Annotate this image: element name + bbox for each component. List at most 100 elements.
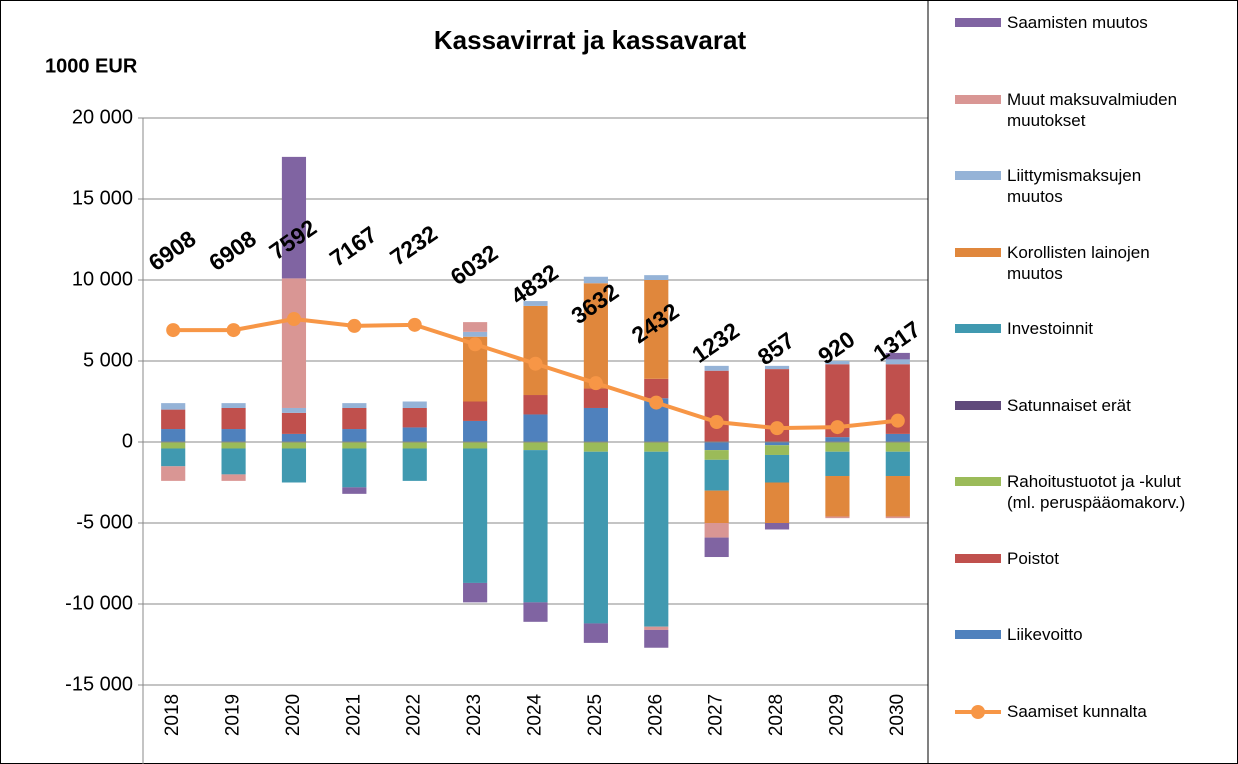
bar-segment — [402, 401, 427, 408]
legend-item: Korollisten lainojen muutos — [955, 242, 1235, 284]
line-marker — [347, 318, 362, 333]
bar-segment — [281, 407, 307, 413]
x-tick-label: 2018 — [162, 694, 183, 736]
bar-segment — [402, 427, 427, 442]
x-tick-label: 2027 — [706, 694, 727, 736]
legend-item: Poistot — [955, 548, 1235, 569]
y-tick-label: 0 — [122, 430, 133, 452]
bar-segment — [281, 448, 307, 483]
bar-segment — [342, 407, 367, 430]
bar-segment — [583, 442, 608, 452]
line-marker — [830, 420, 845, 435]
bar-segment — [704, 442, 729, 451]
bar-segment — [885, 451, 910, 477]
bar-segment — [281, 433, 307, 442]
bar-segment — [825, 442, 850, 452]
x-tick-label: 2020 — [283, 694, 304, 736]
line-marker — [468, 337, 483, 352]
bar-segment — [644, 378, 669, 399]
legend-swatch — [955, 324, 1001, 333]
legend-swatch — [955, 477, 1001, 486]
bar-segment — [463, 448, 488, 583]
bar-segment — [825, 476, 850, 517]
bar-segment — [463, 420, 488, 442]
x-tick-label: 2026 — [645, 694, 666, 736]
legend-label: Rahoitustuotot ja -kulut (ml. peruspääom… — [1007, 472, 1186, 512]
bar-segment — [583, 623, 608, 643]
legend-swatch — [955, 171, 1001, 180]
y-tick-label: -15 000 — [65, 673, 133, 695]
bar-segment — [704, 523, 729, 538]
x-tick-label: 2021 — [343, 694, 364, 736]
legend-item: Satunnaiset erät — [955, 395, 1235, 416]
legend-label: Liikevoitto — [1007, 625, 1083, 644]
bar-segment — [583, 407, 608, 442]
legend-swatch — [955, 630, 1001, 639]
bar-segment — [221, 403, 246, 408]
line-marker — [890, 413, 905, 428]
x-tick-label: 2029 — [826, 694, 847, 736]
bar-segment — [644, 626, 669, 630]
legend-label: Saamiset kunnalta — [1007, 701, 1147, 721]
bar-segment — [463, 401, 488, 421]
bar-segment — [161, 442, 186, 449]
bar-segment — [221, 429, 246, 442]
line-marker — [528, 356, 543, 371]
bar-segment — [281, 442, 307, 449]
legend-label: Muut maksuvalmiuden muutokset — [1007, 89, 1178, 130]
bar-segment — [402, 448, 427, 481]
bar-segment — [885, 352, 910, 360]
bar-segment — [583, 276, 608, 284]
line-marker — [588, 376, 603, 391]
line-marker — [286, 312, 301, 327]
bar-segment — [523, 305, 548, 396]
line-marker — [407, 317, 422, 332]
legend-item: Muut maksuvalmiuden muutokset — [955, 89, 1235, 131]
bar-segment — [463, 331, 488, 337]
bar-segment — [583, 388, 608, 408]
legend-item: Rahoitustuotot ja -kulut (ml. peruspääom… — [955, 471, 1235, 513]
y-tick-label: -10 000 — [65, 592, 133, 614]
bar-segment — [825, 451, 850, 477]
bar-segment — [764, 365, 790, 370]
bar-segment — [281, 412, 307, 434]
bar-segment — [764, 523, 790, 530]
x-tick-label: 2025 — [585, 694, 606, 736]
y-tick-label: 5 000 — [83, 349, 133, 371]
y-tick-label: 15 000 — [72, 187, 133, 209]
bar-segment — [342, 442, 367, 449]
legend-item: Saamiset kunnalta — [955, 701, 1235, 722]
legend-label: Saamisten muutos — [1007, 13, 1148, 32]
legend-label: Investoinnit — [1007, 319, 1093, 338]
legend-swatch — [955, 553, 1001, 563]
bar-segment — [463, 442, 488, 449]
bar-segment — [764, 442, 790, 446]
line-marker — [649, 395, 664, 410]
x-tick-label: 2028 — [766, 694, 787, 736]
legend-label: Liittymismaksujen muutos — [1007, 166, 1142, 206]
bar-segment — [885, 476, 910, 517]
bar-segment — [704, 490, 729, 523]
bar-segment — [402, 442, 427, 449]
bar-segment — [764, 482, 790, 523]
bar-segment — [523, 442, 548, 451]
bar-segment — [644, 451, 669, 627]
bar-segment — [161, 409, 186, 430]
bar-segment — [221, 442, 246, 449]
y-axis-label: 1000 EUR — [45, 55, 138, 77]
bar-segment — [161, 466, 186, 481]
bar-segment — [281, 156, 307, 279]
bar-segment — [342, 487, 367, 494]
bar-segment — [704, 365, 729, 371]
y-tick-label: 20 000 — [72, 106, 133, 128]
bar-segment — [704, 459, 729, 491]
line-marker — [166, 323, 181, 338]
y-tick-label: 10 000 — [72, 268, 133, 290]
bar-segment — [342, 448, 367, 488]
legend-item: Liikevoitto — [955, 624, 1235, 645]
bar-segment — [644, 275, 669, 280]
bar-segment — [825, 361, 850, 365]
legend-label: Satunnaiset erät — [1007, 395, 1131, 415]
bar-segment — [583, 283, 608, 389]
